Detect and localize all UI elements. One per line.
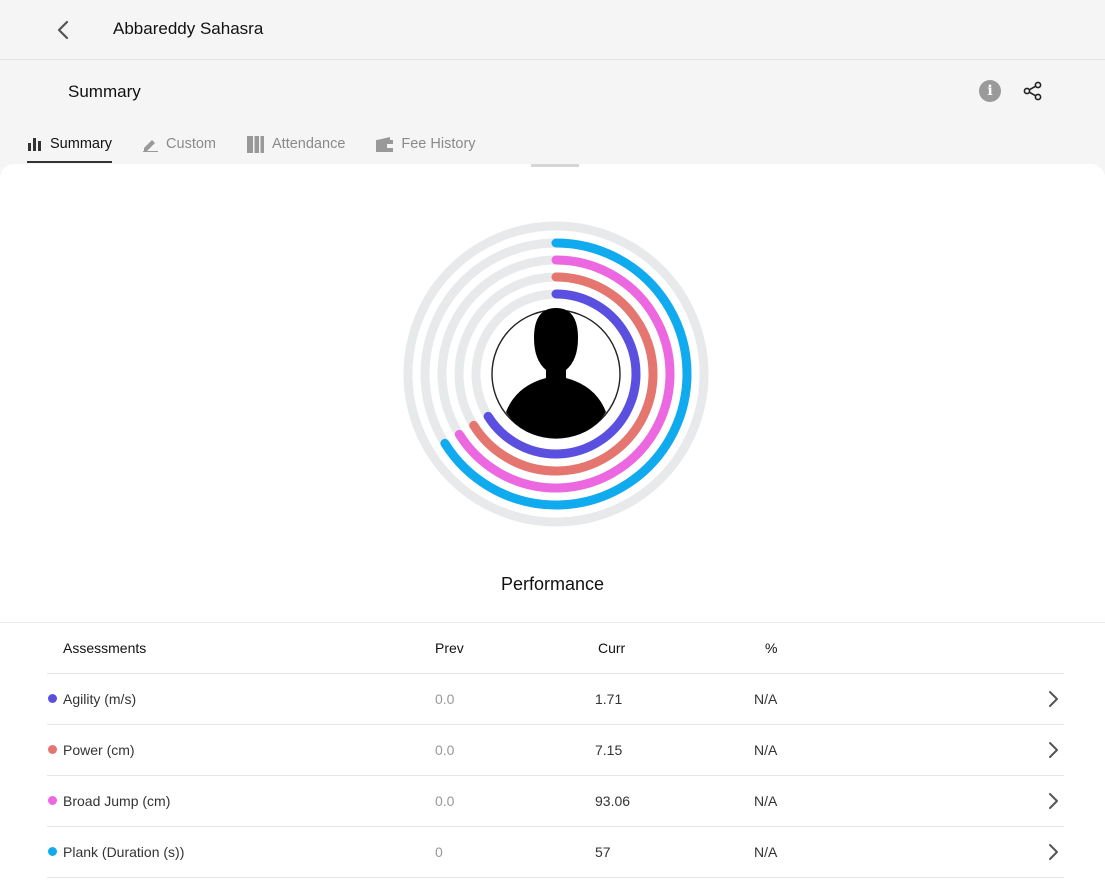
ring-arc (469, 272, 658, 476)
table-row-plank[interactable]: Plank (Duration (s)) 0 57 N/A (47, 827, 1064, 878)
curr-value: 93.06 (595, 793, 631, 809)
chevron-right-icon[interactable] (1044, 843, 1062, 861)
assessment-table: Assessments Prev Curr % Agility (m/s) 0.… (47, 623, 1064, 878)
performance-rings (403, 221, 709, 527)
student-name: Abbareddy Sahasra (113, 19, 264, 38)
header-curr: Curr (598, 640, 626, 656)
prev-value: 0.0 (435, 793, 455, 809)
prev-value: 0.0 (435, 742, 455, 758)
summary-card: Performance Assessments Prev Curr % Agil… (0, 164, 1105, 881)
subheader: Summary i Summary (0, 60, 1105, 164)
percent-value: N/A (754, 844, 778, 860)
performance-label: Performance (500, 574, 605, 594)
percent-value: N/A (754, 691, 778, 707)
info-button[interactable]: i (979, 80, 1001, 102)
percent-value: N/A (754, 793, 778, 809)
assessment-label: Broad Jump (cm) (63, 793, 171, 809)
ring-halo (403, 221, 709, 527)
chevron-left-icon (57, 20, 69, 40)
tab-attendance[interactable]: Attendance (246, 126, 345, 162)
percent-value: N/A (754, 742, 778, 758)
ring-arc (440, 238, 692, 510)
series-dot (48, 796, 57, 805)
table-row-agility[interactable]: Agility (m/s) 0.0 1.71 N/A (47, 674, 1064, 725)
tab-fee-history[interactable]: Fee History (375, 126, 476, 162)
series-dot (48, 847, 57, 856)
chevron-right-icon[interactable] (1044, 690, 1062, 708)
tab-bar: Summary Custom Attendance (27, 126, 506, 163)
drag-handle[interactable] (531, 164, 579, 167)
avatar-silhouette-icon (506, 308, 606, 438)
tab-custom[interactable]: Custom (142, 126, 216, 162)
ring-arc (483, 289, 641, 459)
assessment-label: Power (cm) (63, 742, 135, 758)
assessment-name: Agility (m/s) (48, 691, 137, 707)
top-bar: Abbareddy Sahasra (0, 0, 1105, 60)
divider (0, 622, 1105, 623)
assessment-name: Power (cm) (48, 742, 135, 758)
prev-value: 0.0 (435, 691, 455, 707)
series-dot (48, 745, 57, 754)
assessment-label: Agility (m/s) (63, 691, 137, 707)
ring-arc (454, 255, 675, 493)
wallet-icon (375, 136, 394, 153)
header-assessments: Assessments (63, 640, 147, 656)
pencil-icon (142, 137, 159, 152)
assessment-label: Plank (Duration (s)) (63, 844, 185, 860)
table-header: Assessments Prev Curr % (47, 623, 1064, 674)
share-icon (1023, 81, 1042, 101)
bar-chart-icon (27, 137, 43, 151)
section-title: Summary (68, 82, 141, 101)
chevron-right-icon[interactable] (1044, 792, 1062, 810)
table-row-broad-jump[interactable]: Broad Jump (cm) 0.0 93.06 N/A (47, 776, 1064, 827)
prev-value: 0 (435, 844, 443, 860)
series-dot (48, 694, 57, 703)
tab-label: Summary (50, 136, 113, 152)
curr-value: 57 (595, 844, 611, 860)
calendar-icon (246, 135, 265, 154)
header-percent: % (765, 640, 778, 656)
share-button[interactable] (1022, 80, 1044, 102)
header-prev: Prev (435, 640, 464, 656)
chevron-right-icon[interactable] (1044, 741, 1062, 759)
table-row-power[interactable]: Power (cm) 0.0 7.15 N/A (47, 725, 1064, 776)
assessment-name: Broad Jump (cm) (48, 793, 171, 809)
curr-value: 7.15 (595, 742, 623, 758)
back-button[interactable] (50, 16, 78, 44)
tab-label: Attendance (272, 136, 346, 152)
tab-summary[interactable]: Summary (27, 126, 113, 163)
tab-label: Fee History (401, 136, 476, 152)
assessment-name: Plank (Duration (s)) (48, 844, 185, 860)
tab-label: Custom (166, 136, 217, 152)
curr-value: 1.71 (595, 691, 623, 707)
info-icon: i (987, 83, 993, 99)
